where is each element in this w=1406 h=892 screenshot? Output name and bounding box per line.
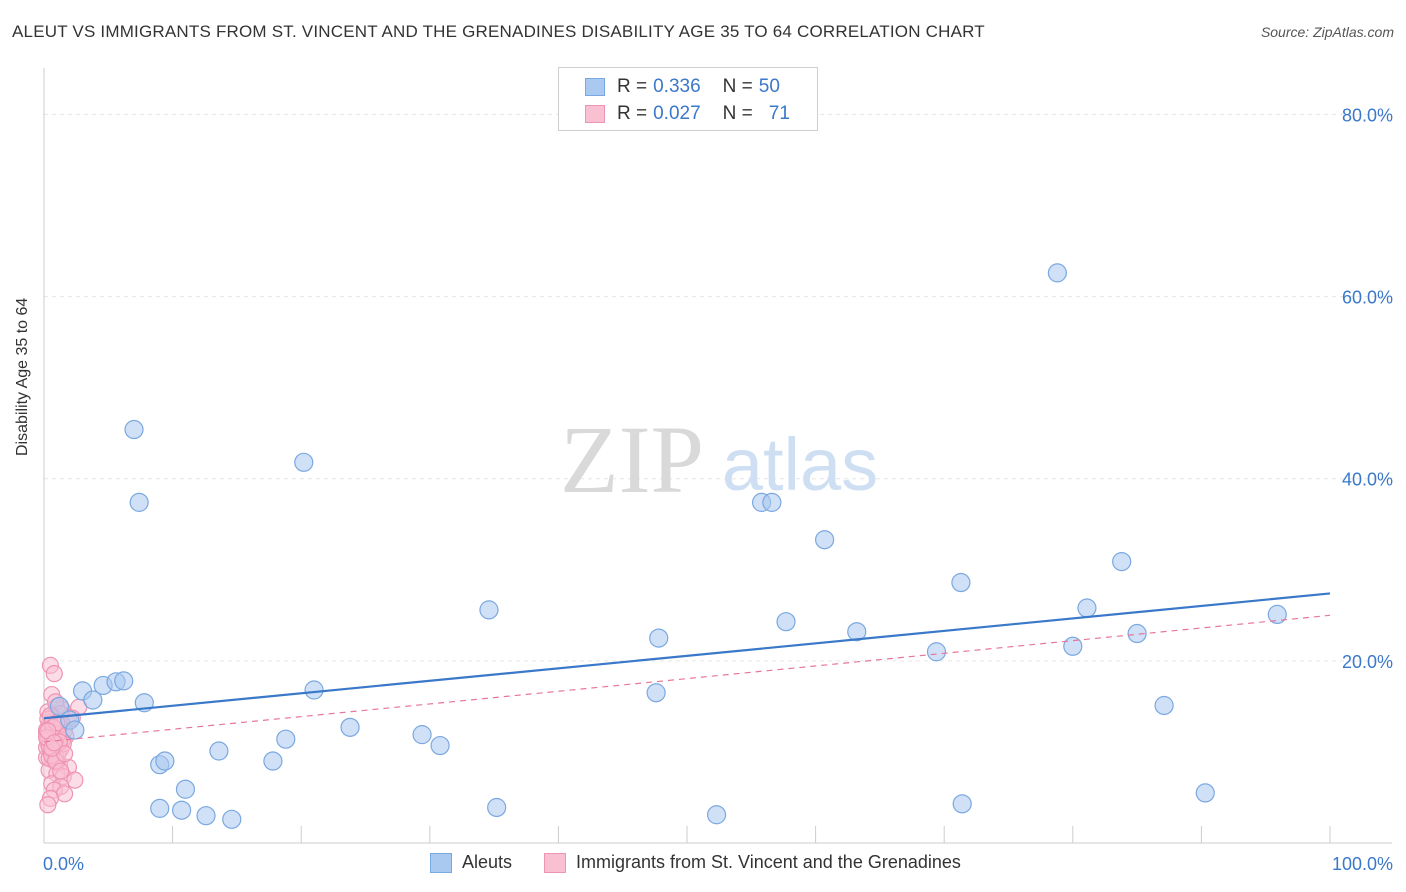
trend-line-immigrants <box>43 614 1331 743</box>
data-point-aleuts <box>263 751 283 771</box>
x-tick-label: 0.0% <box>43 854 84 874</box>
data-point-aleuts <box>762 492 782 512</box>
data-point-aleuts <box>196 806 216 826</box>
legend-n-label: N = <box>722 103 753 124</box>
data-point-aleuts <box>1077 598 1097 618</box>
data-point-aleuts <box>1267 604 1287 625</box>
y-tick-label: 40.0% <box>1342 470 1393 490</box>
legend-label-aleuts: Aleuts <box>462 852 513 872</box>
data-point-aleuts <box>340 717 360 737</box>
trend-line-aleuts <box>43 592 1331 720</box>
chart-title: ALEUT VS IMMIGRANTS FROM ST. VINCENT AND… <box>12 22 985 41</box>
series-aleuts <box>49 263 1287 829</box>
y-tick-label: 80.0% <box>1342 105 1393 125</box>
legend-row-immigrants: R = 0.027 N = 71 <box>585 102 790 126</box>
data-point-aleuts <box>304 680 324 700</box>
tick-labels: 20.0% 40.0% 60.0% 80.0% 0.0% 100.0% <box>43 105 1393 874</box>
data-point-aleuts <box>124 419 144 440</box>
data-point-aleuts <box>487 797 507 818</box>
data-point-aleuts <box>294 452 314 472</box>
legend-n-value: 71 <box>768 103 790 124</box>
data-point-aleuts <box>951 572 971 593</box>
data-point-aleuts <box>776 612 796 632</box>
legend-swatch-immigrants <box>544 852 567 873</box>
data-point-aleuts <box>83 690 103 710</box>
y-tick-label: 20.0% <box>1342 652 1393 672</box>
data-point-aleuts <box>847 622 867 642</box>
data-point-aleuts <box>1047 263 1067 283</box>
data-point-aleuts <box>1154 695 1174 716</box>
grid <box>44 113 1392 662</box>
legend-r-value: 0.027 <box>653 103 701 124</box>
legend-item-immigrants: Immigrants from St. Vincent and the Gren… <box>544 852 961 873</box>
data-point-aleuts <box>129 492 149 512</box>
legend-swatch-aleuts <box>585 78 605 96</box>
legend-label-immigrants: Immigrants from St. Vincent and the Gren… <box>576 852 961 872</box>
data-point-aleuts <box>150 798 170 818</box>
data-point-aleuts <box>222 809 242 829</box>
watermark-zip: ZIP <box>560 406 704 513</box>
data-point-aleuts <box>646 683 666 703</box>
data-point-aleuts <box>1195 783 1215 803</box>
y-axis-label: Disability Age 35 to 64 <box>14 297 31 456</box>
data-point-immigrants <box>55 785 74 803</box>
data-point-aleuts <box>479 600 499 620</box>
legend-swatch-aleuts <box>430 852 452 873</box>
legend-r-label: R = <box>617 76 648 97</box>
legend-row-aleuts: R = 0.336 N = 50 <box>585 75 780 99</box>
data-point-aleuts <box>1063 636 1083 656</box>
legend-r-value: 0.336 <box>653 76 701 97</box>
data-point-immigrants <box>52 762 70 780</box>
data-point-aleuts <box>649 628 669 648</box>
legend-item-aleuts: Aleuts <box>430 852 512 873</box>
data-point-aleuts <box>65 720 85 740</box>
data-point-aleuts <box>815 530 835 550</box>
data-point-immigrants <box>45 665 63 683</box>
legend-r-label: R = <box>617 103 648 124</box>
watermark-atlas: atlas <box>722 423 878 506</box>
data-point-aleuts <box>209 741 229 761</box>
data-point-aleuts <box>1112 551 1132 572</box>
data-point-aleuts <box>114 671 134 691</box>
watermark: ZIP atlas <box>560 406 878 513</box>
trend-lines <box>43 592 1331 743</box>
data-point-aleuts <box>926 642 947 662</box>
y-tick-label: 60.0% <box>1342 288 1393 308</box>
data-point-aleuts <box>172 800 192 820</box>
legend-n-value: 50 <box>758 76 780 97</box>
stats-legend: R = 0.336 N = 50 R = 0.027 N = 71 <box>558 67 818 131</box>
data-point-aleuts <box>430 735 450 756</box>
data-point-immigrants <box>39 796 57 814</box>
data-point-aleuts <box>706 805 727 825</box>
source-label: Source: ZipAtlas.com <box>1260 24 1394 40</box>
data-point-aleuts <box>175 779 196 799</box>
data-point-immigrants <box>45 734 63 752</box>
axes <box>43 68 1392 844</box>
data-point-aleuts <box>155 751 175 771</box>
data-point-aleuts <box>1127 623 1147 644</box>
data-point-aleuts <box>276 729 296 749</box>
legend-swatch-immigrants <box>585 105 605 123</box>
series-immigrants <box>37 656 88 814</box>
data-point-aleuts <box>952 794 972 814</box>
legend-n-label: N = <box>722 76 753 97</box>
data-point-aleuts <box>49 696 70 716</box>
bottom-legend: Aleuts Immigrants from St. Vincent and t… <box>430 852 993 873</box>
data-point-aleuts <box>412 725 432 745</box>
x-tick-label: 100.0% <box>1332 854 1393 874</box>
data-point-immigrants <box>66 771 84 789</box>
